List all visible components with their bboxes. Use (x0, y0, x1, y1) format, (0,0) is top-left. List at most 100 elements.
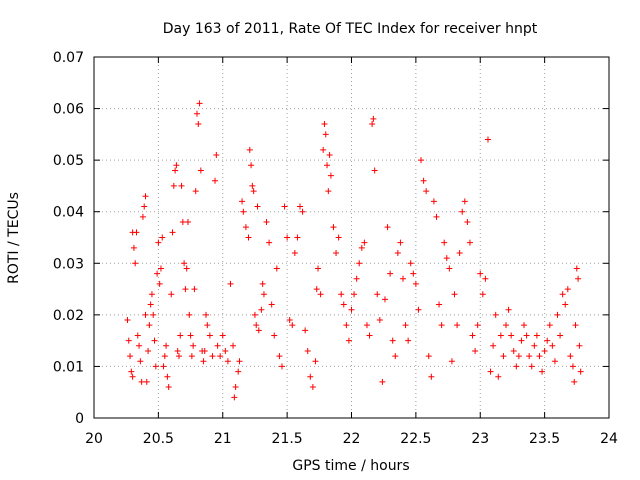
data-point (320, 146, 327, 153)
data-point (387, 270, 394, 277)
data-point (159, 234, 166, 241)
data-point (276, 353, 283, 360)
data-point (179, 219, 186, 226)
data-point (175, 353, 182, 360)
data-point (505, 306, 512, 313)
data-point (423, 188, 430, 195)
data-point (571, 378, 578, 385)
data-point (577, 368, 584, 375)
data-point (157, 265, 164, 272)
data-point (129, 373, 136, 380)
data-point (278, 363, 285, 370)
data-point (370, 115, 377, 122)
data-point (307, 373, 314, 380)
data-point (503, 322, 509, 329)
data-point (145, 347, 152, 354)
data-point (338, 291, 345, 298)
data-point (536, 353, 543, 360)
data-point (343, 322, 350, 329)
data-point (236, 358, 243, 365)
data-point (345, 337, 352, 344)
data-point (139, 213, 146, 220)
data-point (436, 301, 443, 308)
data-point (161, 353, 168, 360)
data-point (474, 322, 481, 329)
data-point (128, 368, 135, 375)
data-point (551, 358, 558, 365)
data-point (258, 306, 265, 313)
data-point (438, 322, 445, 329)
data-point (549, 342, 556, 349)
data-point (353, 275, 360, 282)
data-point (174, 347, 181, 354)
data-point (209, 353, 216, 360)
data-point (141, 203, 148, 210)
x-axis-label: GPS time / hours (292, 458, 409, 474)
data-point (154, 270, 161, 277)
data-point (242, 224, 249, 231)
data-point (227, 280, 234, 287)
data-point (181, 260, 188, 267)
data-point (150, 311, 157, 318)
data-point (259, 280, 266, 287)
data-point (169, 229, 176, 236)
data-point (371, 167, 378, 174)
data-point (163, 342, 170, 349)
data-point (204, 322, 211, 329)
data-point (466, 239, 473, 246)
data-point (326, 151, 333, 158)
data-point (294, 234, 301, 241)
data-point (340, 301, 347, 308)
data-point (254, 203, 261, 210)
data-point (363, 322, 370, 329)
data-point (304, 347, 311, 354)
data-point (200, 358, 207, 365)
data-point (348, 306, 355, 313)
data-point (187, 332, 194, 339)
data-point (397, 239, 404, 246)
x-tick-label: 23.5 (529, 431, 560, 447)
data-point (528, 363, 535, 370)
y-tick-label: 0.03 (53, 256, 84, 272)
data-point (369, 121, 376, 128)
data-point (281, 203, 288, 210)
data-point (508, 332, 515, 339)
axis-ticks: 20 20.5 21 21.5 22 22.5 23 23.5 24 0 0.01 0.02 0.03 0… (53, 50, 618, 447)
data-point (143, 378, 150, 385)
data-point (133, 229, 140, 236)
data-point (253, 322, 260, 329)
data-point (356, 260, 363, 267)
data-point (178, 182, 185, 189)
data-point (235, 368, 242, 375)
data-point (472, 347, 479, 354)
data-point (554, 311, 561, 318)
data-point (142, 193, 149, 200)
data-point (156, 280, 163, 287)
data-point (239, 198, 246, 205)
data-point (576, 342, 583, 349)
data-point (317, 291, 324, 298)
data-point (384, 224, 391, 231)
data-point (142, 311, 149, 318)
data-point (315, 265, 322, 272)
data-point (222, 347, 229, 354)
data-point (137, 358, 144, 365)
x-tick-label: 20.5 (143, 431, 174, 447)
data-point (389, 337, 396, 344)
data-point (271, 332, 278, 339)
data-points (124, 100, 584, 401)
x-tick-label: 20 (85, 431, 103, 447)
data-point (151, 337, 158, 344)
data-point (428, 373, 435, 380)
data-point (557, 332, 564, 339)
data-point (572, 322, 579, 329)
data-point (374, 291, 381, 298)
data-point (168, 291, 175, 298)
data-point (268, 301, 275, 308)
data-point (313, 286, 320, 293)
data-point (217, 353, 224, 360)
data-point (134, 332, 141, 339)
data-point (224, 358, 231, 365)
data-point (351, 291, 358, 298)
data-point (410, 270, 417, 277)
